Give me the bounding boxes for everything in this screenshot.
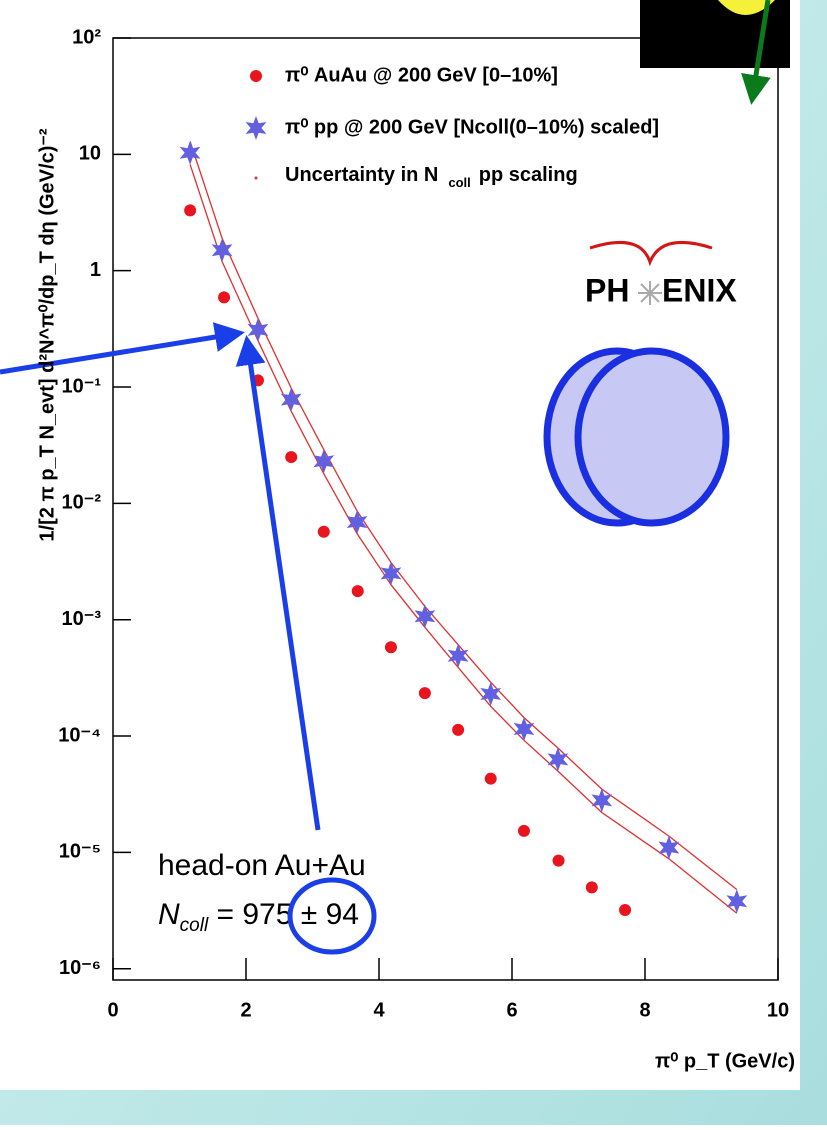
data-point xyxy=(414,604,436,629)
x-axis-label: π⁰ p_T (GeV/c) xyxy=(655,1050,795,1072)
annotation-text: head-on Au+Au xyxy=(158,849,366,882)
y-tick-label: 10⁻⁶ xyxy=(59,957,101,979)
y-tick-label: 10⁻³ xyxy=(62,608,102,630)
logo-text: PH xyxy=(585,272,629,308)
plot: 10² 10 1 10⁻¹ 10⁻² 10⁻³ 10⁻⁴ 10⁻⁵ 10⁻⁶ 0 2 4 6 8 10 xyxy=(58,26,789,1021)
data-point xyxy=(317,525,330,538)
plot-canvas xyxy=(0,0,800,1090)
legend-marker xyxy=(250,70,262,82)
data-point xyxy=(211,238,233,263)
legend-label: pp scaling xyxy=(479,164,578,186)
data-point xyxy=(547,747,569,772)
data-point xyxy=(517,824,530,837)
data-point xyxy=(619,903,632,916)
data-point xyxy=(351,585,364,598)
legend-label: Uncertainty in N coll pp scaling xyxy=(285,164,578,190)
y-tick-label: 10⁻⁵ xyxy=(59,841,101,863)
y-tick-label: 10² xyxy=(72,26,101,48)
data-point xyxy=(452,723,465,736)
phenix-logo: PH ENIX xyxy=(585,240,737,308)
legend-marker xyxy=(245,116,267,140)
data-point xyxy=(285,451,298,464)
y-tick-label: 10⁻⁴ xyxy=(58,724,101,746)
annotation-text: coll xyxy=(180,915,209,936)
y-tick-label: 10⁻¹ xyxy=(62,375,102,397)
data-point xyxy=(380,561,402,586)
data-point xyxy=(313,449,335,474)
data-point xyxy=(484,772,497,785)
x-tick-label: 10 xyxy=(767,999,789,1021)
x-tick-label: 0 xyxy=(107,999,118,1021)
x-tick-label: 6 xyxy=(506,999,517,1021)
legend-label: Uncertainty in N xyxy=(285,164,438,186)
data-point xyxy=(552,854,565,867)
data-point xyxy=(280,387,302,412)
data-point xyxy=(658,835,680,860)
x-tick-label: 2 xyxy=(240,999,251,1021)
annotation-text: N xyxy=(158,898,180,931)
data-point xyxy=(384,641,397,654)
annotation: head-on Au+Au Ncoll = 975 ± 94 xyxy=(0,322,377,955)
data-point xyxy=(179,140,201,165)
corner-image xyxy=(640,0,790,105)
data-point xyxy=(184,204,197,217)
y-tick-label: 1 xyxy=(90,259,101,281)
legend-label: π⁰ AuAu @ 200 GeV [0–10%] xyxy=(285,64,558,86)
data-point xyxy=(585,881,598,894)
legend-label: π⁰ pp @ 200 GeV [Ncoll(0–10%) scaled] xyxy=(285,116,659,138)
data-point xyxy=(513,717,535,741)
data-point xyxy=(591,788,613,813)
y-tick-label: 10⁻² xyxy=(62,492,102,514)
data-point xyxy=(247,317,269,342)
data-point xyxy=(480,682,502,706)
annotation-text: Ncoll = 975 ± 94 xyxy=(158,898,359,936)
data-point xyxy=(218,291,231,304)
legend: π⁰ AuAu @ 200 GeV [0–10%] π⁰ pp @ 200 Ge… xyxy=(245,64,659,190)
y-axis-label: 1/[2 π p_T N_evt] d²N^π⁰/dp_T dη (GeV/c)… xyxy=(36,128,58,541)
y-tick-label: 10 xyxy=(79,143,101,165)
logo-text: ENIX xyxy=(662,272,737,308)
data-point xyxy=(418,687,431,700)
x-tick-label: 4 xyxy=(373,999,385,1021)
x-tick-label: 8 xyxy=(639,999,650,1021)
legend-label: coll xyxy=(448,175,470,190)
data-point xyxy=(447,643,469,668)
data-point xyxy=(346,510,368,535)
plot-frame xyxy=(112,37,779,981)
annotation-text: = 975 ± 94 xyxy=(208,898,359,931)
nuclei xyxy=(543,347,730,527)
data-point xyxy=(726,889,748,914)
legend-marker xyxy=(254,176,258,180)
